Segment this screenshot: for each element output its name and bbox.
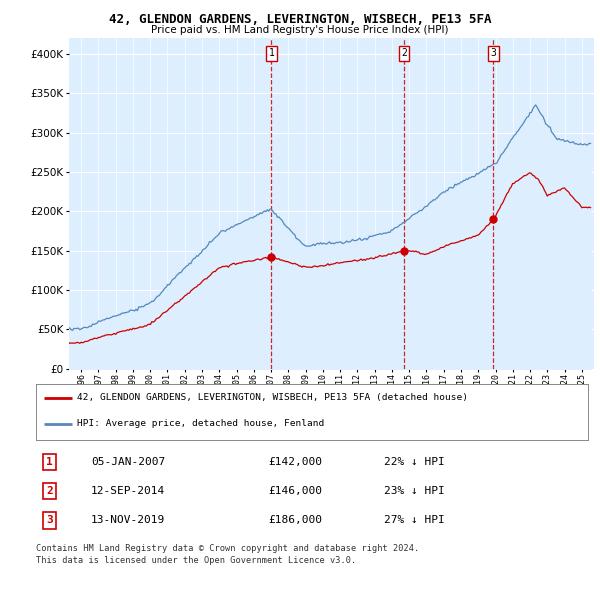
Text: 27% ↓ HPI: 27% ↓ HPI [384, 516, 445, 526]
Text: 13-NOV-2019: 13-NOV-2019 [91, 516, 166, 526]
Text: 3: 3 [46, 516, 53, 526]
Text: 1: 1 [46, 457, 53, 467]
Text: This data is licensed under the Open Government Licence v3.0.: This data is licensed under the Open Gov… [36, 556, 356, 565]
Text: 05-JAN-2007: 05-JAN-2007 [91, 457, 166, 467]
Text: Contains HM Land Registry data © Crown copyright and database right 2024.: Contains HM Land Registry data © Crown c… [36, 544, 419, 553]
Text: Price paid vs. HM Land Registry's House Price Index (HPI): Price paid vs. HM Land Registry's House … [151, 25, 449, 35]
Text: 22% ↓ HPI: 22% ↓ HPI [384, 457, 445, 467]
Text: 2: 2 [401, 48, 407, 58]
Text: 3: 3 [490, 48, 496, 58]
Text: 42, GLENDON GARDENS, LEVERINGTON, WISBECH, PE13 5FA: 42, GLENDON GARDENS, LEVERINGTON, WISBEC… [109, 13, 491, 26]
Text: 42, GLENDON GARDENS, LEVERINGTON, WISBECH, PE13 5FA (detached house): 42, GLENDON GARDENS, LEVERINGTON, WISBEC… [77, 393, 469, 402]
Text: 12-SEP-2014: 12-SEP-2014 [91, 486, 166, 496]
Text: £146,000: £146,000 [268, 486, 322, 496]
Text: £142,000: £142,000 [268, 457, 322, 467]
Text: HPI: Average price, detached house, Fenland: HPI: Average price, detached house, Fenl… [77, 419, 325, 428]
Text: 23% ↓ HPI: 23% ↓ HPI [384, 486, 445, 496]
Text: 2: 2 [46, 486, 53, 496]
Text: 1: 1 [268, 48, 274, 58]
Text: £186,000: £186,000 [268, 516, 322, 526]
